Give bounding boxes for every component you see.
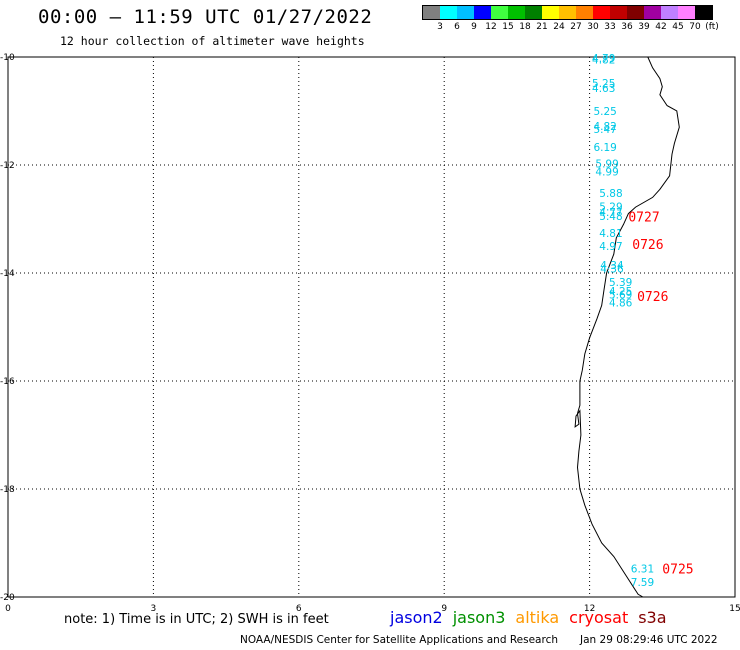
wave-height-value: 5.29 (599, 202, 622, 214)
wave-height-legend: 3 6 9 12 15 18 21 24 27 30 33 36 39 42 45 70 (ft) (422, 5, 719, 34)
legend-swatch (525, 6, 542, 19)
pass-time-label: 0727 (628, 210, 659, 225)
footer-note: note: 1) Time is in UTC; 2) SWH is in fe… (64, 612, 329, 627)
wave-height-value: 4.86 (609, 298, 633, 310)
legend-label: 39 (638, 22, 650, 32)
legend-swatch (678, 6, 695, 19)
legend-label: 36 (621, 22, 633, 32)
page-title: 00:00 – 11:59 UTC 01/27/2022 (38, 6, 373, 28)
legend-swatch (593, 6, 610, 19)
footer-credit: NOAA/NESDIS Center for Satellite Applica… (240, 634, 558, 646)
wave-height-value: 4.79 (592, 53, 615, 65)
legend-labels: 3 6 9 12 15 18 21 24 27 30 33 36 39 42 45 70 (ft) (422, 20, 719, 34)
wave-height-value: 5.99 (595, 158, 618, 170)
legend-label: 18 (519, 22, 531, 32)
legend-label: 21 (536, 22, 548, 32)
pass-time-label: 0725 (662, 562, 693, 577)
lon-tick-label: 9 (441, 604, 447, 614)
legend-label: 30 (587, 22, 599, 32)
mission-jason3: jason3 (452, 608, 506, 627)
legend-swatch (661, 6, 678, 19)
page-subtitle: 12 hour collection of altimeter wave hei… (60, 34, 365, 48)
legend-swatch (695, 6, 712, 19)
wave-height-value: 4.81 (599, 228, 622, 240)
legend-color-bar (422, 5, 713, 20)
wave-height-value: 4.63 (592, 83, 615, 95)
wave-height-value: 5.69 (609, 290, 632, 302)
wave-height-value: 4.97 (599, 241, 622, 253)
legend-swatch (610, 6, 627, 19)
legend-swatch (559, 6, 576, 19)
wave-height-value: 5.39 (609, 277, 632, 289)
pass-time-label: 0726 (637, 290, 668, 305)
wave-height-value: 4.82 (592, 55, 615, 67)
wave-height-value: 5.47 (593, 124, 616, 136)
mission-jason2: jason2 (390, 608, 443, 627)
legend-label: 45 (672, 22, 684, 32)
legend-swatch (508, 6, 525, 19)
legend-swatch (542, 6, 559, 19)
lon-tick-label: 0 (5, 604, 11, 614)
lon-tick-label: 6 (296, 604, 302, 614)
mission-cryosat: cryosat (569, 608, 629, 627)
lat-tick-label: -14 (0, 269, 15, 279)
legend-label: 33 (604, 22, 616, 32)
wave-height-value: 5.48 (599, 211, 622, 223)
footer-timestamp: Jan 29 08:29:46 UTC 2022 (580, 634, 718, 646)
wave-height-value: 4.77 (599, 207, 622, 219)
wave-height-labels: 4.794.825.254.635.254.825.476.195.994.99… (592, 53, 654, 589)
lat-tick-label: -16 (0, 377, 15, 387)
lat-tick-label: -10 (0, 53, 15, 63)
legend-label: 24 (553, 22, 565, 32)
wave-height-value: 4.82 (593, 121, 616, 133)
legend-swatch (457, 6, 474, 19)
coastline (574, 56, 680, 598)
legend-swatch (423, 6, 440, 19)
legend-label: 3 (437, 22, 443, 32)
wave-height-value: 4.36 (600, 264, 624, 276)
legend-label: (ft) (705, 22, 719, 32)
wave-height-value: 7.59 (631, 577, 654, 589)
mission-altika: altika (515, 608, 560, 627)
wave-height-value: 6.19 (593, 142, 616, 154)
lon-tick-label: 3 (151, 604, 157, 614)
legend-swatch (627, 6, 644, 19)
pass-time-label: 0726 (632, 238, 663, 253)
legend-label: 6 (454, 22, 460, 32)
legend-swatch (474, 6, 491, 19)
legend-label: 15 (502, 22, 514, 32)
lat-tick-label: -12 (0, 161, 15, 171)
wave-height-value: 6.31 (631, 563, 654, 575)
wave-height-value: 5.25 (592, 78, 615, 90)
wave-height-value: 4.99 (595, 166, 618, 178)
map-grid (8, 57, 735, 597)
legend-label: 9 (471, 22, 477, 32)
map-frame (7, 56, 736, 598)
legend-swatch (644, 6, 661, 19)
legend-swatch (440, 6, 457, 19)
legend-swatch (491, 6, 508, 19)
wave-height-value: 5.25 (593, 106, 616, 118)
lat-tick-label: -18 (0, 485, 15, 495)
wave-height-value: 5.88 (599, 188, 622, 200)
lon-tick-label: 12 (584, 604, 595, 614)
legend-label: 12 (485, 22, 497, 32)
pass-time-labels: 0727 0726 0726 0725 (628, 210, 693, 577)
lat-tick-label: -20 (0, 593, 15, 603)
legend-label: 70 (689, 22, 701, 32)
mission-s3a: s3a (638, 608, 667, 627)
wave-height-value: 4.25 (609, 286, 632, 298)
legend-label: 27 (570, 22, 582, 32)
wave-height-value: 4.34 (600, 260, 624, 272)
legend-swatch (576, 6, 593, 19)
legend-label: 42 (655, 22, 667, 32)
mission-legend: jason2 jason3 altika cryosat s3a (390, 608, 677, 627)
lon-tick-label: 15 (729, 604, 740, 614)
axis-labels: 0 3 6 9 12 15 -10 -12 -14 -16 -18 -20 (0, 53, 740, 614)
